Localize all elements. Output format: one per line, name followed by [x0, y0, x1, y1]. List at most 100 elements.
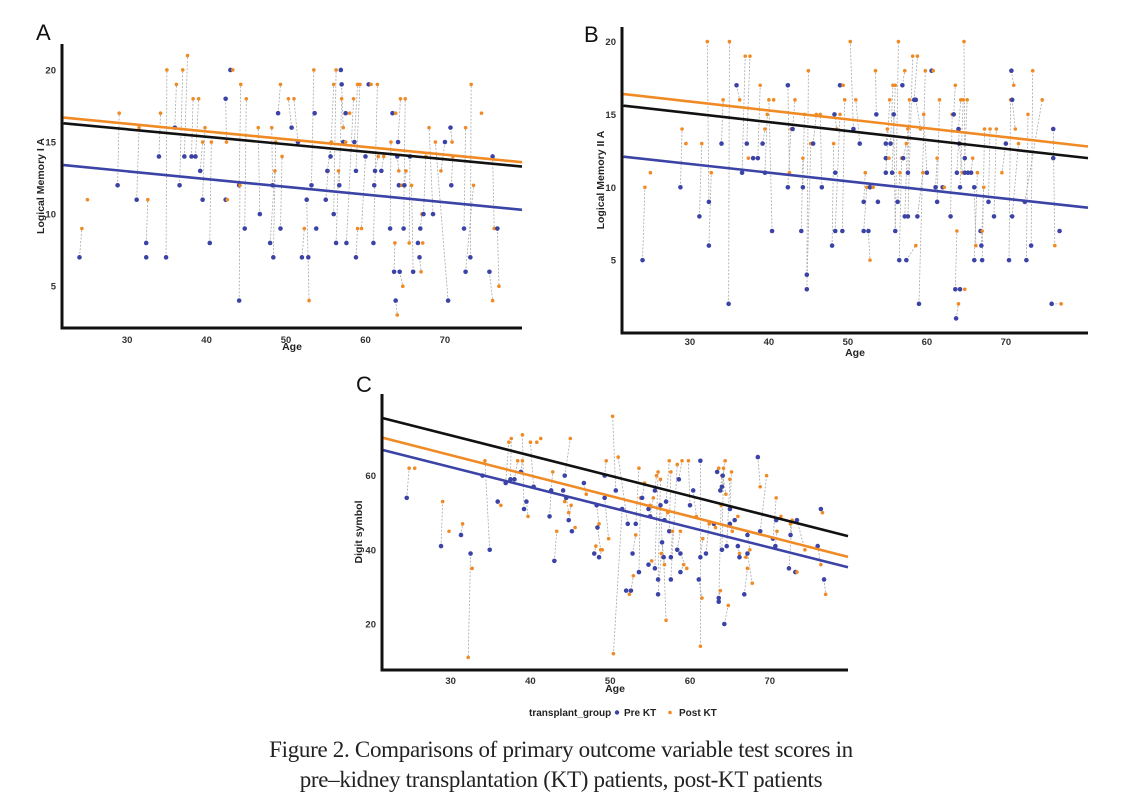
- point-pre-kt: [495, 226, 500, 231]
- point-post-kt: [700, 596, 704, 600]
- point-post-kt: [569, 503, 573, 508]
- point-pre-kt: [1024, 257, 1029, 263]
- point-post-kt: [550, 470, 555, 474]
- pair-connector: [288, 98, 293, 128]
- point-post-kt: [286, 96, 291, 101]
- point-post-kt: [573, 525, 577, 530]
- point-pre-kt: [636, 569, 642, 575]
- legend-marker-pre: [614, 710, 620, 715]
- point-pre-kt: [646, 506, 651, 512]
- point-pre-kt: [760, 141, 765, 146]
- point-post-kt: [409, 183, 414, 188]
- panel-b-x-axis-title: Age: [845, 347, 865, 359]
- point-post-kt: [507, 440, 511, 445]
- point-post-kt: [873, 68, 878, 73]
- point-post-kt: [196, 96, 201, 101]
- point-post-kt: [965, 98, 969, 102]
- point-post-kt: [520, 433, 525, 437]
- point-post-kt: [887, 156, 891, 160]
- pair-connector: [757, 457, 761, 487]
- pair-connector: [950, 114, 953, 217]
- pair-connector: [729, 471, 732, 510]
- point-post-kt: [659, 551, 664, 556]
- pair-connector: [953, 85, 956, 115]
- pair-connector: [225, 98, 227, 143]
- point-post-kt: [343, 140, 348, 144]
- pair-connector: [428, 127, 434, 215]
- panel-b-y-axis-title: Logical Memory II A: [595, 130, 607, 229]
- panel-a-letter: A: [36, 20, 51, 45]
- point-post-kt: [1030, 68, 1035, 73]
- point-pre-kt: [883, 141, 889, 146]
- point-post-kt: [146, 197, 150, 202]
- point-post-kt: [439, 169, 443, 173]
- fit-line-post: [382, 436, 849, 559]
- point-pre-kt: [734, 82, 739, 88]
- pair-connector: [335, 170, 339, 243]
- point-pre-kt: [552, 558, 557, 564]
- point-pre-kt: [857, 141, 863, 146]
- panel-c-x-axis-title: Age: [605, 683, 625, 695]
- pair-connector: [301, 228, 305, 258]
- point-pre-kt: [655, 592, 661, 597]
- point-post-kt: [898, 170, 902, 175]
- point-post-kt: [841, 83, 845, 88]
- point-pre-kt: [874, 112, 879, 117]
- point-pre-kt: [703, 551, 709, 556]
- point-pre-kt: [916, 301, 922, 307]
- point-pre-kt: [521, 506, 527, 512]
- pair-connector: [743, 568, 748, 595]
- point-post-kt: [885, 127, 890, 131]
- fit-line-overall: [382, 416, 849, 538]
- point-pre-kt: [242, 226, 248, 231]
- pair-connector: [834, 114, 841, 232]
- pair-connector: [657, 479, 661, 580]
- point-pre-kt: [773, 543, 778, 549]
- point-pre-kt: [562, 473, 568, 478]
- panel-a-fit-lines: [63, 116, 523, 212]
- point-pre-kt: [1050, 126, 1056, 132]
- point-pre-kt: [875, 199, 881, 205]
- point-post-kt: [334, 68, 338, 72]
- point-post-kt: [376, 154, 381, 159]
- pair-connector: [361, 156, 366, 229]
- point-pre-kt: [829, 243, 835, 248]
- point-post-kt: [597, 522, 601, 526]
- point-pre-kt: [602, 495, 607, 501]
- point-pre-kt: [986, 199, 991, 205]
- point-pre-kt: [821, 577, 827, 582]
- point-pre-kt: [289, 125, 294, 130]
- point-post-kt: [771, 98, 776, 102]
- point-pre-kt: [371, 182, 377, 188]
- point-pre-kt: [1009, 214, 1015, 219]
- pair-connector: [597, 527, 602, 550]
- point-pre-kt: [596, 554, 602, 560]
- point-post-kt: [307, 298, 311, 303]
- pair-connector: [705, 523, 710, 554]
- point-pre-kt: [197, 168, 203, 174]
- point-pre-kt: [421, 211, 426, 217]
- point-pre-kt: [461, 226, 467, 231]
- pair-connector: [496, 228, 500, 287]
- point-pre-kt: [401, 226, 406, 231]
- pair-connector: [183, 55, 188, 157]
- pair-connector: [875, 70, 877, 115]
- point-post-kt: [767, 98, 771, 102]
- point-pre-kt: [591, 551, 597, 556]
- point-pre-kt: [336, 182, 342, 188]
- point-post-kt: [526, 514, 530, 519]
- point-post-kt: [819, 562, 823, 567]
- point-post-kt: [649, 559, 654, 563]
- pair-connector: [955, 303, 959, 319]
- pair-connector: [812, 114, 817, 144]
- point-post-kt: [528, 440, 533, 445]
- point-pre-kt: [448, 182, 454, 188]
- pair-connector: [510, 438, 512, 480]
- figure-caption-line-2: pre–kidney transplantation (KT) patients…: [299, 767, 823, 792]
- point-pre-kt: [798, 228, 804, 234]
- point-post-kt: [1053, 243, 1057, 248]
- pair-connector: [970, 158, 974, 173]
- point-post-kt: [775, 529, 779, 534]
- point-post-kt: [224, 140, 229, 144]
- point-pre-kt: [77, 255, 82, 260]
